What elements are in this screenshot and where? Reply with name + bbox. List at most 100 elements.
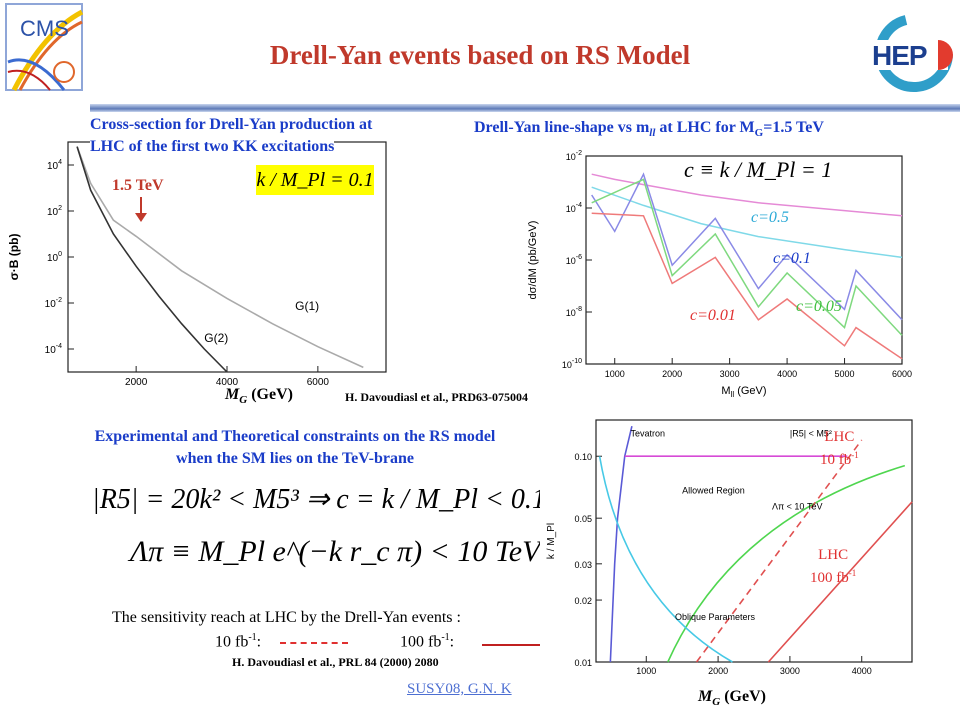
bottom-xtick-label: 1000 [636,666,656,676]
solid-legend-line [482,644,550,646]
right-heading-sub: ll [649,127,656,140]
left-xlabel-m: M [225,386,240,403]
right-ytick-label: 10-6 [566,254,582,266]
lumi-10-text: 10 fb [215,633,249,651]
lhc10-exp: -1 [851,450,859,460]
slide-title: Drell-Yan events based on RS Model [269,40,691,70]
right-ytick-label: 10-8 [566,306,582,318]
left-chart-heading-2: LHC of the first two KK excitations [90,138,335,156]
right-heading-sub2: G [754,127,764,140]
equation-r5: |R5| = 20k² < M5³ ⇒ c = k / M_Pl < 0.1 [92,484,546,515]
right-xtick-label: 3000 [720,369,740,379]
marker-arrow [134,197,148,228]
right-plot-frame [585,155,903,365]
footer-text: SUSY08, G.N. K [407,681,512,697]
lhc10-line [695,439,863,663]
constraints-chart: 0.10 0.05 0.03 0.02 0.01 1000 2000 3000 4000 k / … [540,410,920,686]
constraints-reference: H. Davoudiasl et al., PRL 84 (2000) 2080 [232,655,439,669]
oblique-label: Oblique Parameters [675,612,756,622]
right-ylabel: dσ/dM (pb/GeV) [527,221,539,300]
lhc100-exp: -1 [848,568,857,578]
lhc100-line [767,501,913,663]
lumi-legend-100: 100 fb-1: [400,632,454,651]
left-curve-label-g2: G(2) [204,331,228,345]
right-xtick-label: 4000 [777,369,797,379]
left-series-1 [76,146,364,369]
label-c01: c=0.1 [773,250,811,267]
hep-logo: HEP [858,14,954,94]
constraints-heading-1: Experimental and Theoretical constraints… [94,428,496,445]
oblique-curve [598,456,733,663]
bottom-ytick-label: 0.02 [574,596,592,606]
bottom-xlabel-unit: (GeV) [720,688,766,705]
right-heading-c: =1.5 TeV [763,119,824,136]
bottom-ytick-label: 0.05 [574,514,592,524]
cms-logo-text: CMS [20,16,69,41]
right-ytick-label: 10-10 [562,358,582,370]
left-ytick-label: 10-4 [45,343,62,356]
lineshape-chart: 10-2 10-4 10-6 10-8 10-10 1000 2000 3000 4000 500… [520,144,920,400]
lineshape-plot: 10-2 10-4 10-6 10-8 10-10 1000 2000 3000 4000 500… [527,150,912,399]
r5-label: |R5| < M5² [790,428,832,438]
c-equation: c ≡ k / M_Pl = 1 [680,157,837,183]
right-xlabel: Mll (GeV) [721,385,766,399]
left-ytick-label: 104 [47,159,62,172]
cross-section-plot: 104 102 100 10-2 10-4 2000 4000 6000 σ·B (pb) G(1… [7,141,387,388]
left-series-2 [76,146,228,373]
bottom-xtick-label: 4000 [852,666,872,676]
left-ytick-label: 100 [47,251,62,264]
lambda-curve [667,464,906,663]
left-ylabel: σ·B (pb) [7,234,21,281]
right-ytick-label: 10-4 [566,202,582,214]
right-series-c001 [591,212,903,360]
lhc100-line1: LHC [818,547,849,563]
bottom-xtick-label: 2000 [708,666,728,676]
dashed-legend-line [280,642,348,644]
right-xtick-label: 5000 [835,369,855,379]
bottom-ytick-label: 0.10 [574,452,592,462]
cms-logo: CMS [4,2,84,92]
left-xtick-label: 6000 [307,377,330,388]
right-reference: H. Davoudiasl et al., PRD63-075004 [345,390,528,404]
lambda-label: Λπ < 10 TeV [772,502,823,512]
title-divider [90,104,960,112]
bottom-xlabel-sub: G [712,696,721,709]
lumi-100-text: 100 fb [400,633,442,651]
equation-lambda: Λπ ≡ M_Pl e^(−k r_c π) < 10 TeV [130,535,541,568]
bottom-plot-frame [595,419,913,663]
left-xlabel: MG (GeV) [225,386,305,407]
left-xlabel-sub: G [239,394,248,407]
left-ytick-label: 10-2 [45,297,62,310]
left-chart-heading-1: Cross-section for Drell-Yan production a… [90,116,373,133]
lhc10-line2: 10 fb-1 [820,446,859,469]
constraints-plot: 0.10 0.05 0.03 0.02 0.01 1000 2000 3000 4000 k / … [546,419,913,676]
right-heading-a: Drell-Yan line-shape vs m [474,119,650,136]
cross-section-chart: 104 102 100 10-2 10-4 2000 4000 6000 σ·B (pb) G(1… [0,112,400,402]
bottom-ytick-label: 0.01 [574,658,592,668]
lumi-10-exp: -1 [248,632,257,643]
right-series-c1 [591,173,903,217]
tevatron-curve [609,425,633,663]
lhc10-line1: LHC [824,429,855,445]
hep-logo-text: HEP [872,40,928,71]
bottom-xtick-label: 3000 [780,666,800,676]
bottom-ytick-label: 0.03 [574,560,592,570]
right-series-c05 [591,186,903,259]
kappa-box: k / M_Pl = 0.1 [256,165,374,195]
lumi-10-sep: : [256,633,262,651]
left-ytick-label: 102 [47,205,62,218]
tevatron-label: Tevatron [630,428,665,438]
right-xtick-label: 1000 [605,369,625,379]
right-xtick-label: 6000 [892,369,912,379]
lhc10-lumi: 10 fb [820,452,852,468]
right-chart-heading: Drell-Yan line-shape vs mll at LHC for M… [474,119,824,139]
bottom-ylabel: k / M_Pl [546,523,557,559]
right-series-c01 [591,172,903,321]
left-curve-label-g1: G(1) [295,299,319,313]
label-c001: c=0.01 [690,307,736,324]
right-ytick-label: 10-2 [566,150,582,162]
left-xtick-label: 4000 [216,377,239,388]
constraints-heading-2: when the SM lies on the TeV-brane [176,450,414,467]
lhc100-lumi: 100 fb [810,570,849,586]
left-xtick-label: 2000 [125,377,148,388]
